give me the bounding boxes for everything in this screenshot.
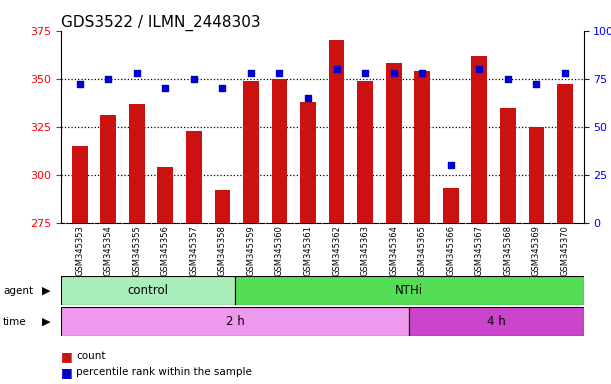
- Bar: [443, 188, 459, 223]
- Text: GSM345369: GSM345369: [532, 225, 541, 276]
- Bar: [61, 307, 409, 336]
- Point: [332, 66, 342, 72]
- Text: control: control: [128, 285, 169, 297]
- Point: [360, 70, 370, 76]
- Text: GSM345362: GSM345362: [332, 225, 341, 276]
- Text: GSM345358: GSM345358: [218, 225, 227, 276]
- Text: ■: ■: [61, 350, 73, 363]
- Text: count: count: [76, 351, 106, 361]
- Point: [532, 81, 541, 88]
- Point: [189, 76, 199, 82]
- Point: [132, 70, 142, 76]
- Text: ▶: ▶: [42, 286, 50, 296]
- Text: 4 h: 4 h: [487, 315, 506, 328]
- Text: time: time: [3, 316, 27, 327]
- Text: percentile rank within the sample: percentile rank within the sample: [76, 367, 252, 377]
- Bar: [235, 276, 584, 305]
- Point: [503, 76, 513, 82]
- Text: ■: ■: [61, 366, 73, 379]
- Bar: [61, 276, 235, 305]
- Text: GSM345365: GSM345365: [418, 225, 426, 276]
- Text: GSM345364: GSM345364: [389, 225, 398, 276]
- Bar: [500, 108, 516, 223]
- Text: GSM345354: GSM345354: [104, 225, 112, 276]
- Text: 2 h: 2 h: [226, 315, 244, 328]
- Point: [446, 162, 456, 168]
- Text: GDS3522 / ILMN_2448303: GDS3522 / ILMN_2448303: [61, 15, 261, 31]
- Bar: [186, 131, 202, 223]
- Bar: [158, 167, 173, 223]
- Point: [474, 66, 484, 72]
- Text: agent: agent: [3, 286, 33, 296]
- Bar: [357, 81, 373, 223]
- Point: [218, 85, 227, 91]
- Text: GSM345355: GSM345355: [132, 225, 141, 276]
- Text: GSM345367: GSM345367: [475, 225, 484, 276]
- Bar: [386, 63, 401, 223]
- Bar: [409, 307, 584, 336]
- Text: GSM345356: GSM345356: [161, 225, 170, 276]
- Point: [303, 95, 313, 101]
- Bar: [272, 79, 287, 223]
- Point: [274, 70, 284, 76]
- Bar: [100, 115, 116, 223]
- Bar: [529, 127, 544, 223]
- Point: [417, 70, 427, 76]
- Text: GSM345357: GSM345357: [189, 225, 199, 276]
- Text: GSM345363: GSM345363: [360, 225, 370, 276]
- Text: GSM345366: GSM345366: [446, 225, 455, 276]
- Text: GSM345361: GSM345361: [304, 225, 313, 276]
- Text: GSM345370: GSM345370: [560, 225, 569, 276]
- Bar: [557, 84, 573, 223]
- Text: GSM345359: GSM345359: [246, 225, 255, 276]
- Text: GSM345360: GSM345360: [275, 225, 284, 276]
- Bar: [214, 190, 230, 223]
- Bar: [472, 56, 487, 223]
- Bar: [243, 81, 259, 223]
- Bar: [300, 102, 316, 223]
- Bar: [72, 146, 87, 223]
- Point: [560, 70, 570, 76]
- Bar: [414, 71, 430, 223]
- Point: [161, 85, 170, 91]
- Point: [246, 70, 256, 76]
- Point: [75, 81, 84, 88]
- Text: GSM345353: GSM345353: [75, 225, 84, 276]
- Text: GSM345368: GSM345368: [503, 225, 513, 276]
- Point: [389, 70, 398, 76]
- Point: [103, 76, 113, 82]
- Bar: [329, 40, 345, 223]
- Text: ▶: ▶: [42, 316, 50, 327]
- Text: NTHi: NTHi: [395, 285, 423, 297]
- Bar: [129, 104, 145, 223]
